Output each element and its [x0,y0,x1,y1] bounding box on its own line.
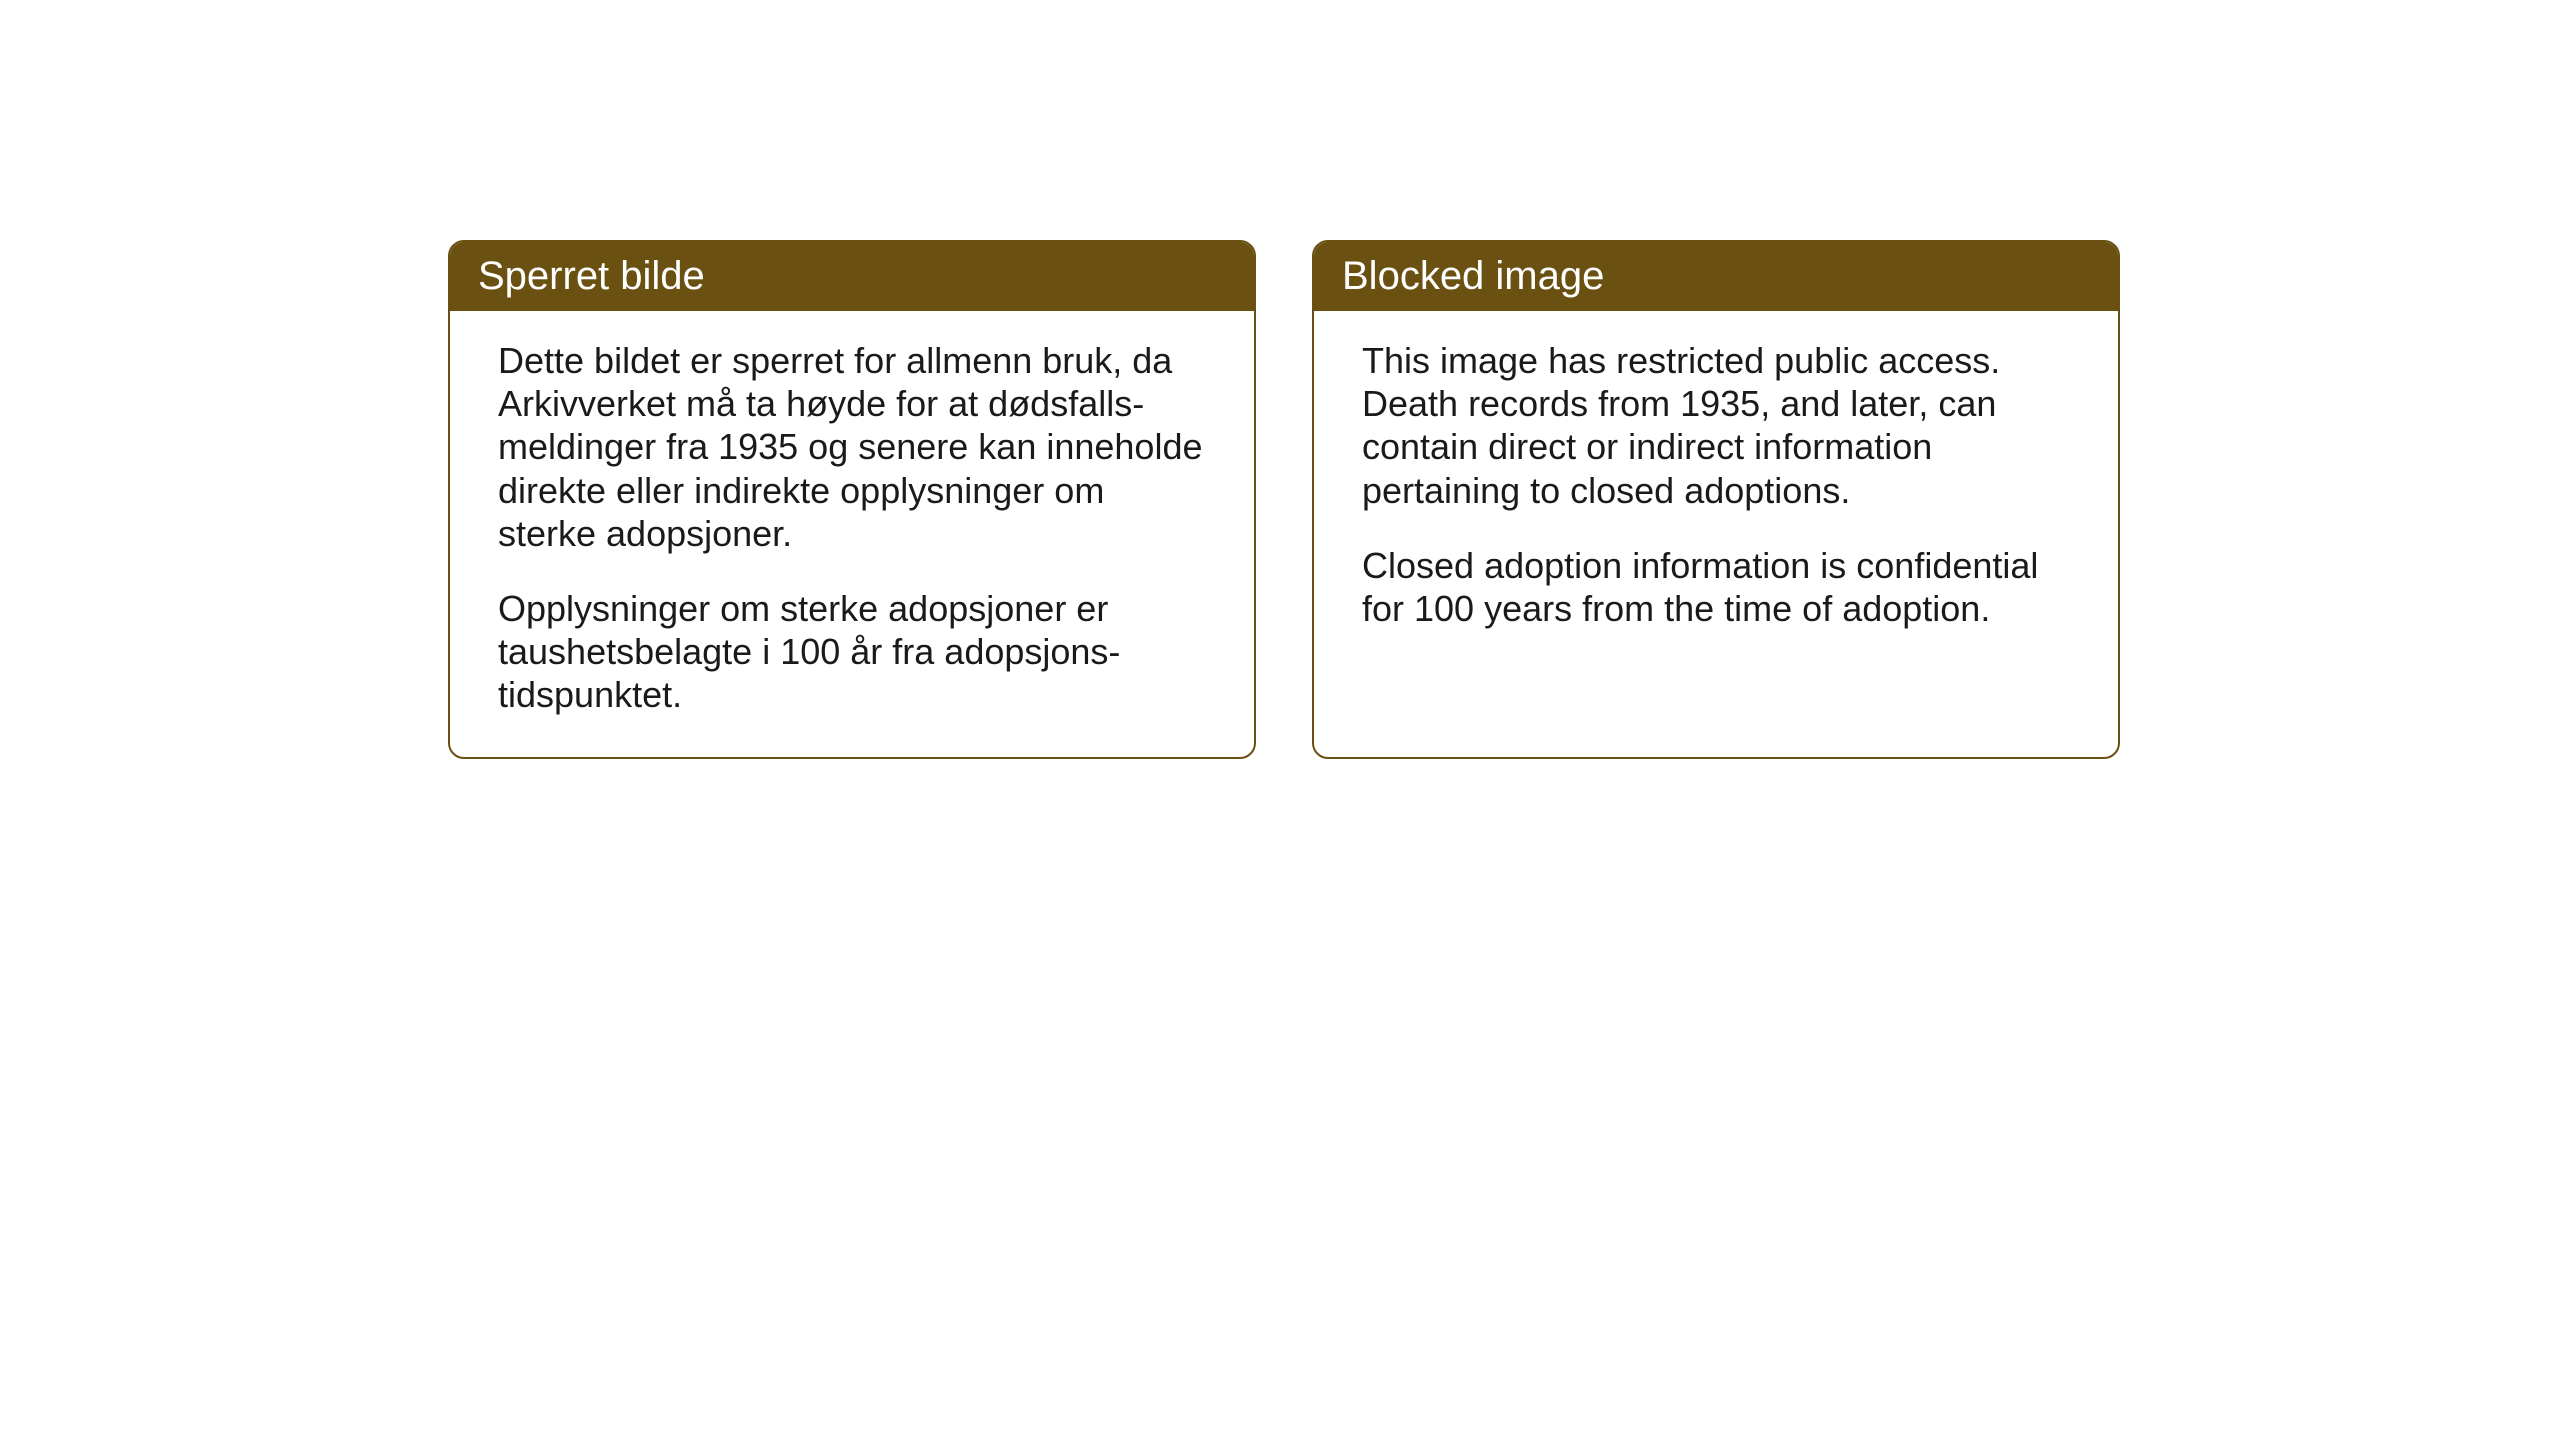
card-paragraph2-english: Closed adoption information is confident… [1362,544,2070,630]
card-paragraph2-norwegian: Opplysninger om sterke adopsjoner er tau… [498,587,1206,717]
card-header-norwegian: Sperret bilde [450,242,1254,311]
card-title-english: Blocked image [1342,254,1604,298]
card-paragraph1-norwegian: Dette bildet er sperret for allmenn bruk… [498,339,1206,555]
card-norwegian: Sperret bilde Dette bildet er sperret fo… [448,240,1256,759]
cards-container: Sperret bilde Dette bildet er sperret fo… [448,240,2120,759]
card-body-norwegian: Dette bildet er sperret for allmenn bruk… [450,311,1254,757]
card-paragraph1-english: This image has restricted public access.… [1362,339,2070,512]
card-body-english: This image has restricted public access.… [1314,311,2118,731]
card-title-norwegian: Sperret bilde [478,254,705,298]
card-header-english: Blocked image [1314,242,2118,311]
card-english: Blocked image This image has restricted … [1312,240,2120,759]
